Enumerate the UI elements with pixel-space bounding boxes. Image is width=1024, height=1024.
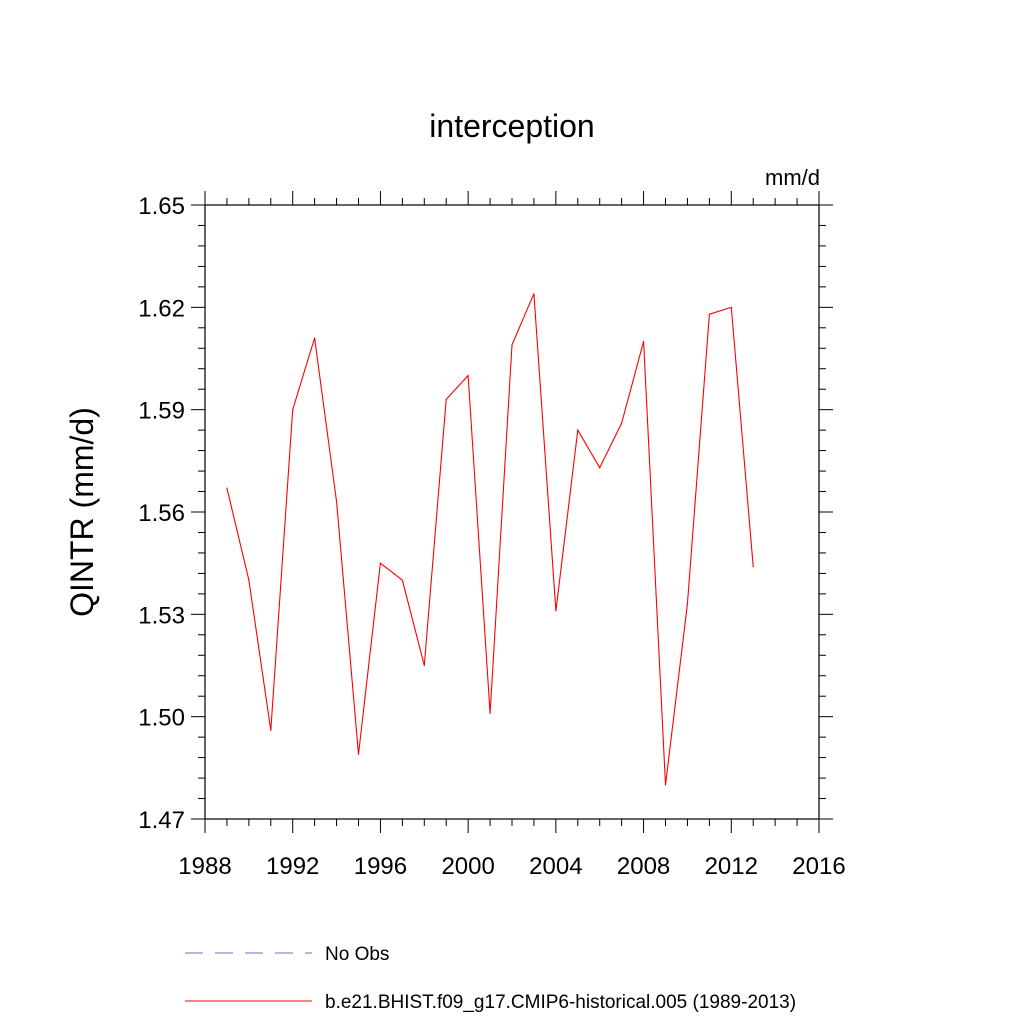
chart-title: interception bbox=[429, 108, 594, 144]
x-tick-label: 2000 bbox=[441, 853, 494, 880]
x-axis: 1988 1992 1996 2000 2004 2008 2012 2016 bbox=[178, 191, 846, 880]
data-point bbox=[533, 293, 535, 295]
data-point bbox=[357, 753, 360, 755]
x-tick-label: 1992 bbox=[266, 853, 319, 880]
data-point bbox=[314, 337, 316, 339]
y-axis-label: QINTR (mm/d) bbox=[64, 407, 100, 617]
x-tick-label: 1996 bbox=[354, 853, 407, 880]
data-point bbox=[445, 398, 447, 401]
data-point bbox=[708, 313, 710, 315]
data-point bbox=[270, 729, 272, 731]
y-tick-label: 1.62 bbox=[138, 295, 185, 322]
data-point bbox=[686, 603, 689, 605]
data-point bbox=[599, 467, 601, 469]
data-point bbox=[379, 562, 382, 564]
y-tick-label: 1.65 bbox=[138, 193, 185, 220]
x-tick-label: 1988 bbox=[178, 853, 231, 880]
legend: No Obs b.e21.BHIST.f09_g17.CMIP6-histori… bbox=[185, 944, 796, 1013]
data-point bbox=[226, 487, 228, 489]
legend-label-no-obs: No Obs bbox=[325, 944, 389, 965]
x-tick-label: 2012 bbox=[705, 853, 758, 880]
y-tick-label: 1.59 bbox=[138, 398, 185, 425]
legend-label-model: b.e21.BHIST.f09_g17.CMIP6-historical.005… bbox=[325, 992, 796, 1013]
y-tick-label: 1.56 bbox=[138, 500, 185, 527]
data-point bbox=[292, 409, 294, 411]
y-tick-label: 1.47 bbox=[138, 807, 185, 834]
data-point bbox=[248, 579, 250, 581]
data-point bbox=[752, 565, 754, 568]
data-point bbox=[467, 374, 469, 377]
data-point bbox=[401, 579, 403, 581]
data-point bbox=[642, 340, 645, 343]
plot-frame bbox=[204, 204, 820, 820]
x-tick-label: 2008 bbox=[617, 853, 670, 880]
x-tick-label: 2016 bbox=[792, 853, 845, 880]
data-point bbox=[577, 429, 579, 431]
y-axis: 1.47 1.50 1.53 1.56 1.59 1.62 1.65 bbox=[138, 193, 833, 834]
data-point bbox=[664, 784, 667, 786]
data-point bbox=[335, 501, 338, 503]
data-point bbox=[555, 610, 557, 612]
data-point bbox=[621, 422, 623, 424]
y-tick-label: 1.53 bbox=[138, 602, 185, 629]
series-line-1 bbox=[226, 293, 754, 785]
series-layer bbox=[226, 293, 754, 786]
data-point bbox=[489, 712, 491, 714]
x-tick-label: 2004 bbox=[529, 853, 582, 880]
units-label: mm/d bbox=[765, 165, 820, 190]
y-tick-label: 1.50 bbox=[138, 705, 185, 732]
data-point bbox=[511, 344, 513, 346]
data-point bbox=[423, 664, 425, 667]
data-point bbox=[730, 306, 732, 308]
